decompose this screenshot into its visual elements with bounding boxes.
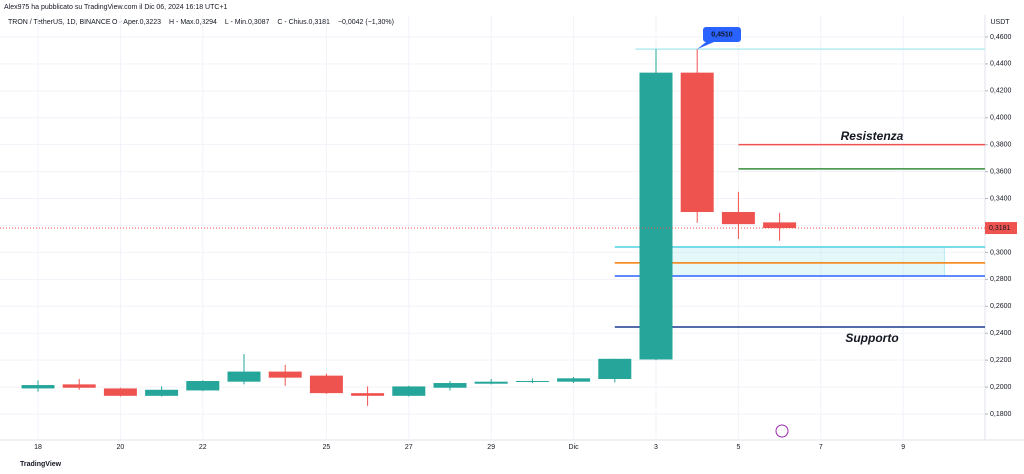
candle-body (433, 383, 467, 388)
x-tick-label: 9 (901, 444, 905, 451)
header: Alex975 ha pubblicato su TradingView.com… (4, 4, 228, 11)
candle-body (639, 72, 673, 360)
x-tick-label: 20 (117, 444, 125, 451)
candle-body (474, 381, 508, 384)
price-label: 0,3181 (989, 225, 1011, 232)
callout-pointer (697, 42, 714, 50)
annotation: Supporto (845, 331, 898, 345)
candle-body (309, 375, 343, 394)
x-tick-label: Dic (569, 444, 580, 451)
x-tick-label: 3 (654, 444, 658, 451)
x-tick-label: 5 (736, 444, 740, 451)
candle-body (351, 393, 385, 396)
y-tick-label: 0,2800 (990, 276, 1012, 283)
x-tick-label: 29 (487, 444, 495, 451)
candle-body (145, 389, 179, 396)
y-tick-label: 0,1800 (990, 411, 1012, 418)
x-tick-label: 22 (199, 444, 207, 451)
zone (655, 246, 945, 277)
legend-item: −0,0042 (−1,30%) (338, 19, 394, 26)
candle-body (103, 388, 137, 396)
y-tick-label: 0,4000 (990, 115, 1012, 122)
candle-body (21, 385, 55, 389)
symbol: TRON / TetherUS, 1D, BINANCE (8, 19, 111, 26)
annotation: Resistenza (841, 129, 904, 143)
y-tick-label: 0,3400 (990, 195, 1012, 202)
y-tick-label: 0,2400 (990, 330, 1012, 337)
callout-label: 0,4510 (711, 31, 733, 38)
x-tick-label: 25 (323, 444, 331, 451)
candle-body (557, 378, 591, 382)
candle-body (392, 386, 426, 396)
candle-body (515, 381, 549, 383)
x-tick-label: 7 (819, 444, 823, 451)
event-icon (775, 424, 789, 438)
candle-body (62, 384, 96, 388)
legend-item: L - Min.0,3087 (225, 19, 270, 26)
y-tick-label: 0,3000 (990, 249, 1012, 256)
legend-item: O - Aper.0,3223 (112, 19, 161, 26)
unit: USDT (990, 19, 1010, 26)
legend-item: H - Max.0,3294 (169, 19, 217, 26)
x-tick-label: 27 (405, 444, 413, 451)
candle-body (598, 358, 632, 379)
x-tick-label: 18 (34, 444, 42, 451)
y-tick-label: 0,2600 (990, 303, 1012, 310)
candle-body (763, 222, 797, 229)
y-tick-label: 0,2000 (990, 384, 1012, 391)
y-tick-label: 0,3800 (990, 142, 1012, 149)
y-tick-label: 0,4600 (990, 34, 1012, 41)
y-tick-label: 0,3600 (990, 168, 1012, 175)
legend-item: C - Chius.0,3181 (277, 19, 330, 26)
y-tick-label: 0,4200 (990, 88, 1012, 95)
candle-body (186, 381, 220, 391)
candle-body (227, 371, 261, 382)
y-tick-label: 0,4400 (990, 61, 1012, 68)
price-label-bg (985, 222, 1017, 235)
candle-body (721, 212, 755, 225)
callout-bg (703, 27, 741, 42)
brand: TradingView (20, 461, 62, 468)
candle-body (680, 72, 714, 213)
candle-body (268, 371, 302, 378)
y-tick-label: 0,2200 (990, 357, 1012, 364)
